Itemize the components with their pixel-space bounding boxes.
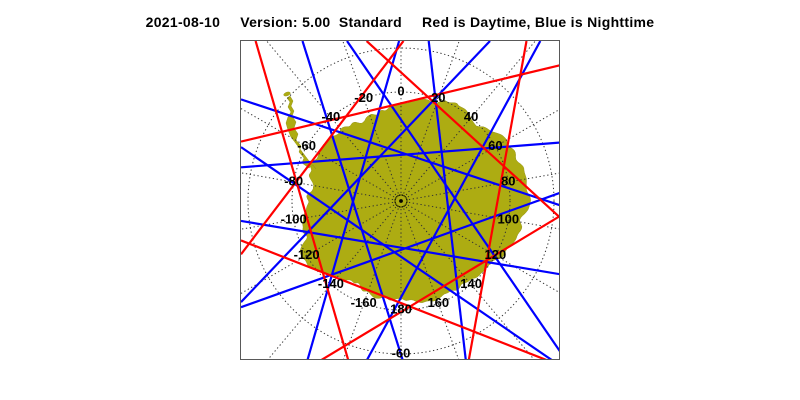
- svg-text:60: 60: [488, 138, 502, 153]
- svg-text:180: 180: [390, 301, 412, 316]
- svg-text:-40: -40: [322, 109, 341, 124]
- svg-text:100: 100: [497, 211, 519, 226]
- svg-text:80: 80: [501, 174, 515, 189]
- svg-text:20: 20: [431, 90, 445, 105]
- svg-text:0: 0: [397, 83, 404, 98]
- svg-text:-60: -60: [392, 345, 411, 360]
- svg-text:-20: -20: [354, 90, 373, 105]
- svg-text:-140: -140: [318, 276, 344, 291]
- svg-text:120: 120: [485, 247, 507, 262]
- svg-text:140: 140: [460, 276, 482, 291]
- svg-text:160: 160: [427, 295, 449, 310]
- svg-text:-100: -100: [281, 211, 307, 226]
- svg-text:-160: -160: [351, 295, 377, 310]
- svg-text:-80: -80: [284, 174, 303, 189]
- svg-text:-120: -120: [294, 247, 320, 262]
- svg-text:-60: -60: [297, 138, 316, 153]
- svg-text:40: 40: [464, 109, 478, 124]
